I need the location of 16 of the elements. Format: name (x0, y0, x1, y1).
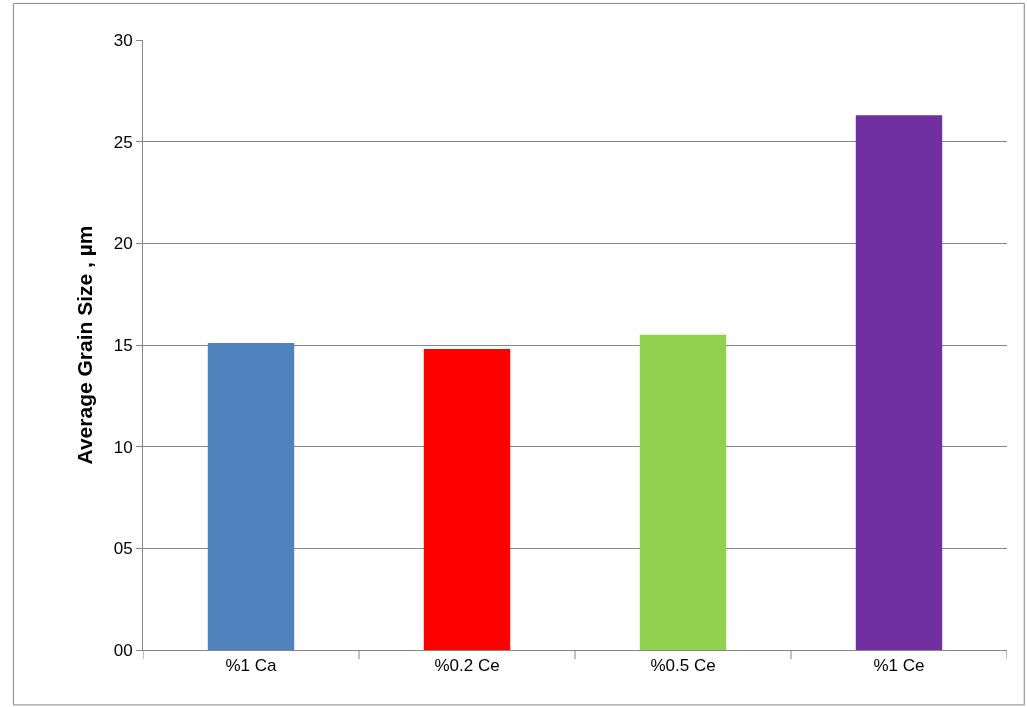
bar (639, 334, 727, 650)
y-tick-label: 05 (113, 539, 133, 559)
bar (207, 342, 295, 650)
y-tick-label: 10 (113, 437, 133, 457)
x-tick-label: %1 Ce (873, 656, 925, 676)
bar (423, 349, 511, 650)
x-tick-label: %0.5 Ce (650, 656, 716, 676)
y-tick-label: 00 (113, 640, 133, 660)
y-axis-title: Average Grain Size , µm (72, 225, 96, 465)
bar (855, 115, 943, 650)
x-tick-label: %0.2 Ce (434, 656, 500, 676)
x-tick-label: %1 Ca (225, 656, 278, 676)
y-tick-label: 15 (113, 335, 133, 355)
y-tick-label: 30 (113, 30, 133, 50)
y-tick-label: 25 (113, 132, 133, 152)
y-tick-label: 20 (113, 234, 133, 254)
